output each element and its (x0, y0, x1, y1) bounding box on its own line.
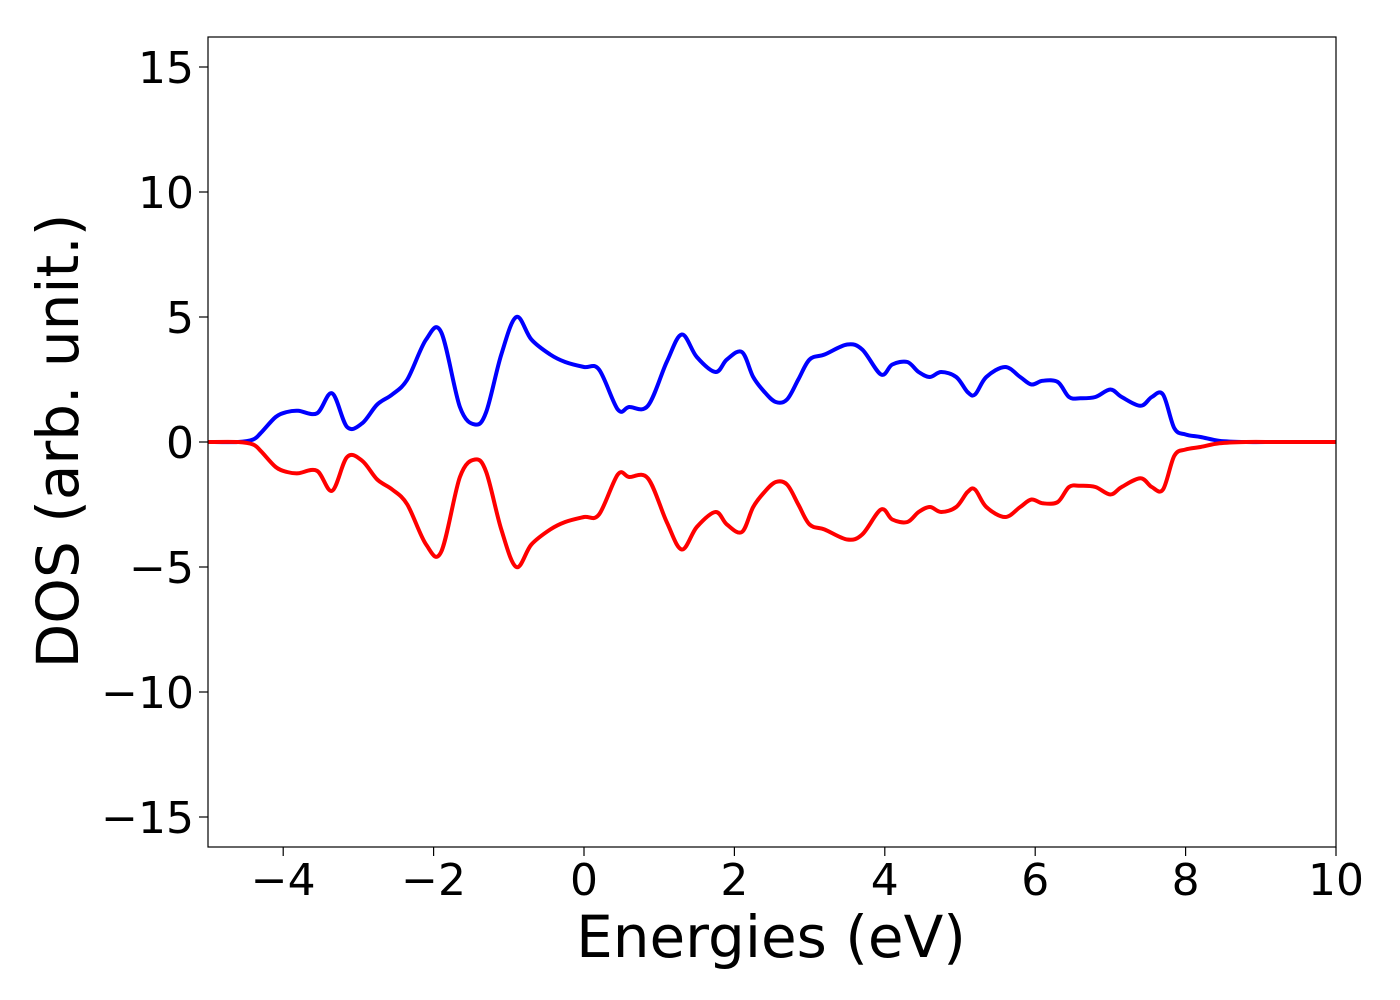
x-tick-label: 8 (1172, 855, 1200, 906)
x-tick-label: 10 (1308, 855, 1364, 906)
y-tick-label: −10 (101, 668, 194, 719)
y-tick-label: −15 (101, 793, 194, 844)
x-tick-label: 6 (1021, 855, 1049, 906)
x-axis: −4 −2 0 2 4 6 8 10 (251, 847, 1364, 906)
x-tick-label: −4 (251, 855, 316, 906)
series-layer (208, 314, 1336, 570)
y-axis-title: DOS (arb. unit.) (24, 214, 92, 669)
dos-series-up-line (208, 314, 1336, 445)
y-tick-label: 0 (166, 418, 194, 469)
x-tick-label: 2 (720, 855, 748, 906)
x-tick-label: 4 (871, 855, 899, 906)
y-axis: 15 10 5 0 −5 −10 −15 (101, 43, 208, 844)
y-tick-label: 5 (166, 293, 194, 344)
y-tick-label: −5 (129, 543, 194, 594)
y-tick-label: 10 (138, 168, 194, 219)
y-tick-label: 15 (138, 43, 194, 94)
dos-series-down-line (208, 439, 1336, 570)
x-tick-label: 0 (570, 855, 598, 906)
x-axis-title: Energies (eV) (576, 903, 966, 971)
x-tick-label: −2 (401, 855, 466, 906)
